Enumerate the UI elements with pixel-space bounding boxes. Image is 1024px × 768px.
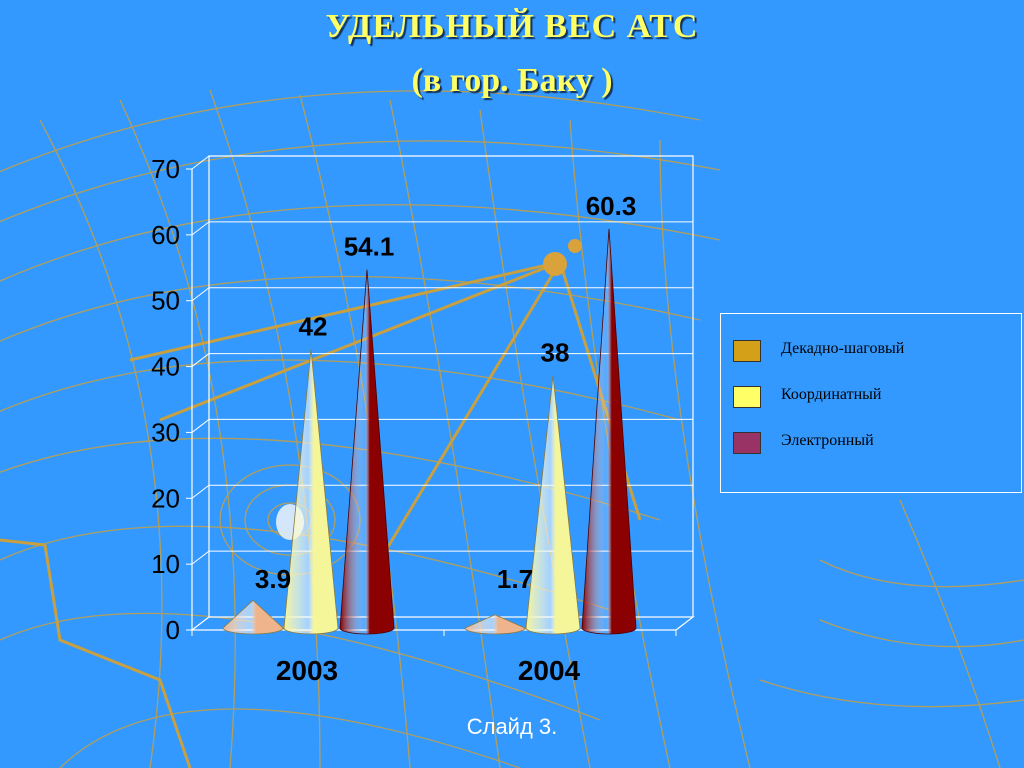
y-tick-label: 50 (151, 286, 180, 316)
title-line-1: УДЕЛЬНЫЙ ВЕС АТС (325, 8, 699, 45)
y-tick-label: 40 (151, 352, 180, 382)
legend-swatch-decade-step (733, 340, 761, 362)
gridline-side (191, 419, 210, 433)
y-tick-label: 10 (151, 549, 180, 579)
data-label-crossbar-2004: 38 (541, 338, 570, 368)
gridline-side (191, 221, 210, 236)
y-tick-label: 0 (166, 615, 180, 645)
y-tick-label: 30 (151, 417, 180, 447)
bar-decade-step-2004 (464, 614, 526, 635)
gridline-side (191, 550, 210, 565)
bar-decade-step-2003 (222, 599, 284, 635)
legend-label-electronic: Электронный (781, 432, 874, 449)
data-label-electronic-2004: 60.3 (586, 191, 637, 221)
data-label-decade-step-2004: 1.7 (497, 564, 533, 594)
bar-electronic-2003 (339, 269, 395, 635)
data-label-crossbar-2003: 42 (299, 311, 328, 341)
data-label-electronic-2003: 54.1 (344, 232, 395, 262)
title-line-2: (в гор. Баку ) (411, 62, 613, 99)
legend-label-decade-step: Декадно-шаговый (781, 340, 905, 357)
x-category-label: 2003 (276, 655, 338, 686)
slide-number: Слайд 3. (466, 714, 558, 739)
legend-label-crossbar: Координатный (781, 386, 882, 403)
y-tick-label: 60 (151, 220, 180, 250)
legend-swatch-crossbar (733, 386, 761, 408)
legend-swatch-electronic (733, 432, 761, 454)
gridline-side (191, 353, 210, 367)
gridline-side (191, 155, 210, 170)
y-tick-label: 20 (151, 483, 180, 513)
legend: Декадно-шаговый Координатный Электронный (720, 313, 1022, 493)
bar-crossbar-2003 (283, 349, 339, 635)
gridline-side (191, 287, 210, 302)
bar-crossbar-2004 (525, 375, 581, 635)
data-label-decade-step-2003: 3.9 (255, 564, 291, 594)
bar-electronic-2004 (581, 228, 637, 635)
x-category-label: 2004 (518, 655, 581, 686)
gridline-side (191, 484, 210, 499)
y-tick-label: 70 (151, 154, 180, 184)
